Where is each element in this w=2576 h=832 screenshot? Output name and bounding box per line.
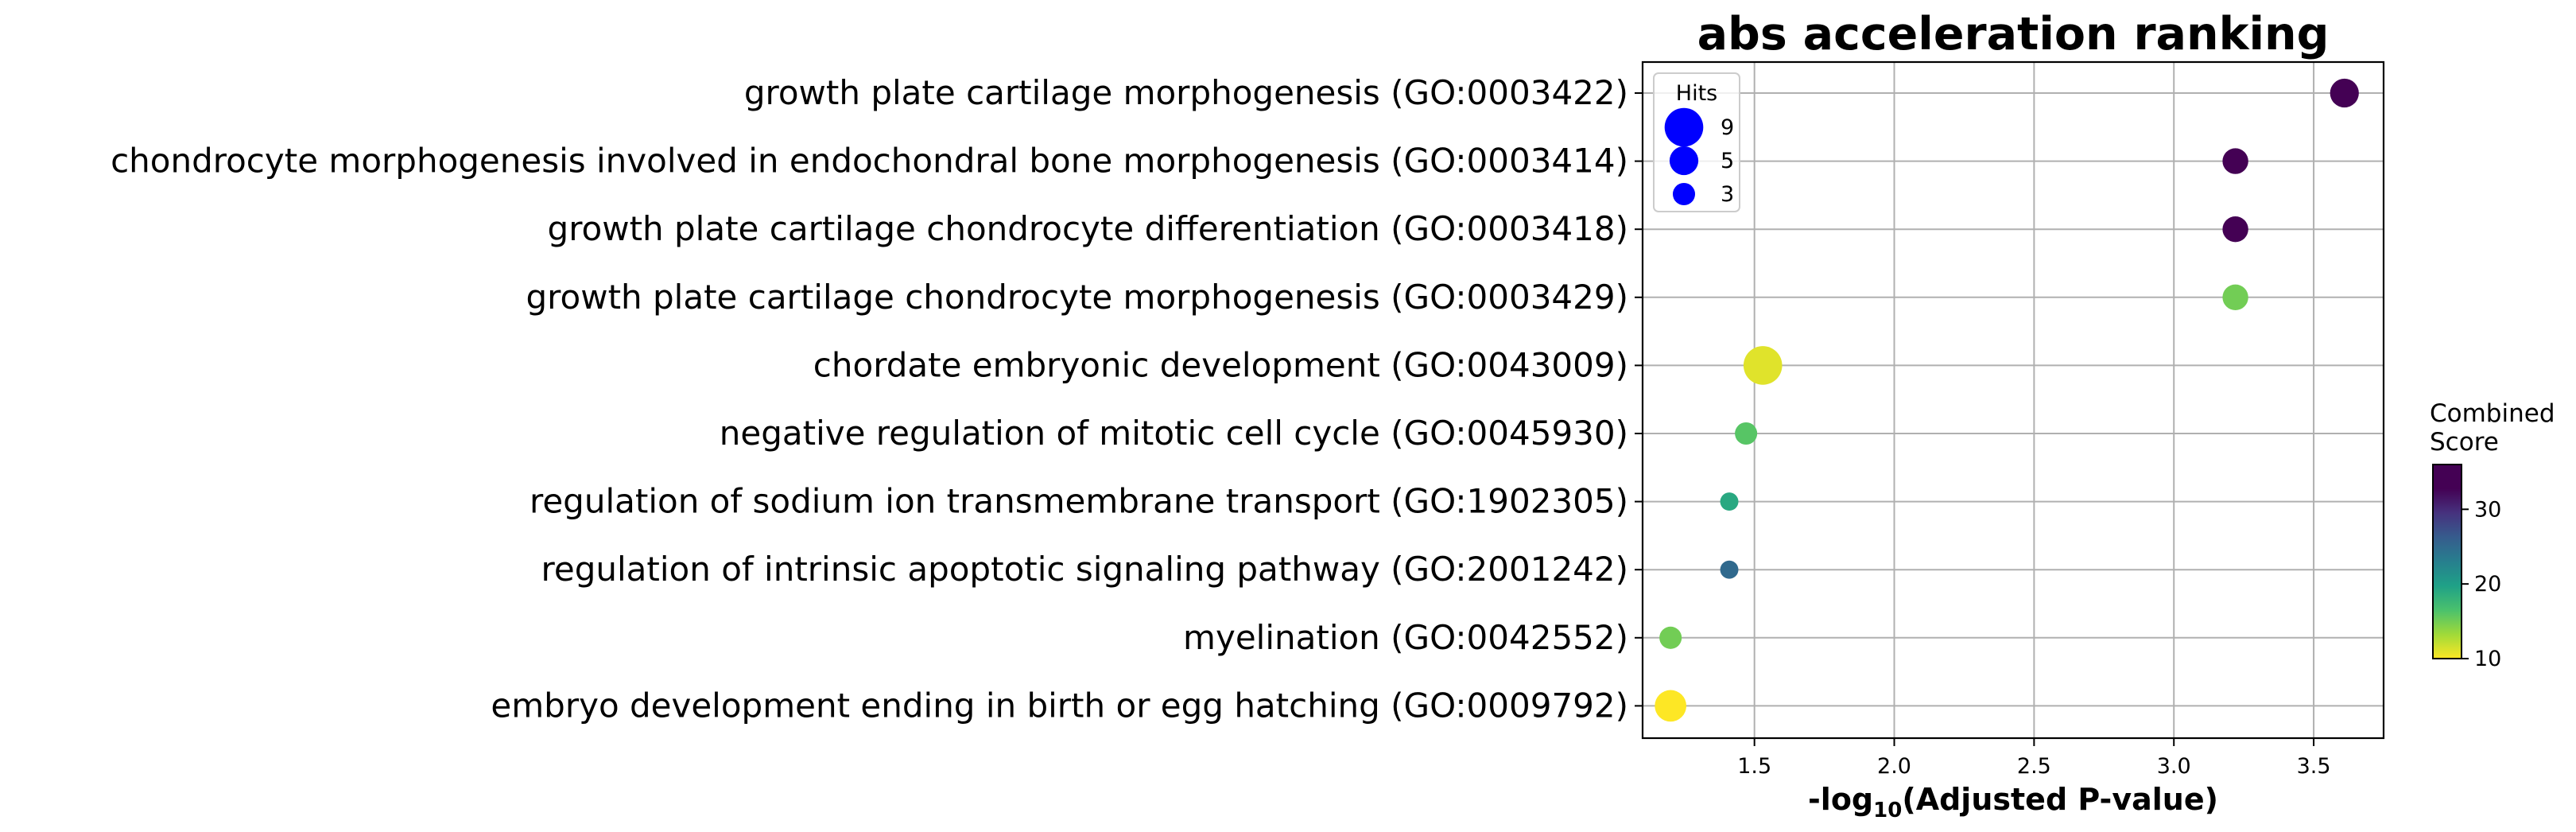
x-tick-label: 3.5 [2297, 754, 2331, 779]
x-tick-label: 1.5 [1737, 754, 1771, 779]
colorbar-tick-label: 10 [2474, 647, 2501, 671]
colorbar: Combined Score 10 20 30 [2430, 399, 2555, 671]
data-point [2330, 78, 2359, 108]
y-tick-label: growth plate cartilage chondrocyte diffe… [548, 209, 1628, 248]
legend-box [1653, 72, 1740, 212]
y-tick-label: regulation of sodium ion transmembrane t… [530, 482, 1628, 521]
y-tick-label: regulation of intrinsic apoptotic signal… [541, 550, 1628, 589]
grid-lines [1643, 62, 2384, 738]
y-tick-labels: growth plate cartilage morphogenesis (GO… [111, 73, 1643, 725]
colorbar-gradient [2432, 464, 2462, 659]
legend-marker [1672, 182, 1696, 206]
x-tick-label: 2.0 [1877, 754, 1911, 779]
y-tick-label: chondrocyte morphogenesis involved in en… [111, 142, 1628, 181]
data-point [1659, 626, 1682, 649]
legend-label: 9 [1721, 115, 1734, 140]
legend-marker [1664, 107, 1704, 147]
data-point [1735, 422, 1758, 445]
x-axis-label-subscript: 10 [1873, 799, 1902, 822]
x-axis-label-suffix: (Adjusted P-value) [1902, 782, 2218, 817]
y-tick-label: growth plate cartilage chondrocyte morph… [526, 278, 1628, 317]
x-axis-label: -log10(Adjusted P-value) [1808, 782, 2218, 822]
data-point [2222, 284, 2248, 310]
data-point [2222, 148, 2248, 174]
colorbar-ticks: 10 20 30 [2462, 497, 2501, 671]
plot-frame [1641, 60, 2385, 740]
y-tick-label: growth plate cartilage morphogenesis (GO… [744, 73, 1628, 112]
legend-label: 5 [1721, 149, 1734, 173]
colorbar-tick-label: 30 [2474, 497, 2501, 522]
y-tick-label: chordate embryonic development (GO:00430… [813, 345, 1628, 384]
chart-title: abs acceleration ranking [1697, 8, 2330, 60]
colorbar-title-line1: Combined [2430, 399, 2555, 428]
x-axis-label-prefix: -log [1808, 782, 1873, 817]
y-tick-label: embryo development ending in birth or eg… [491, 686, 1628, 725]
size-legend: Hits 9 5 3 [1653, 72, 1740, 212]
legend-title: Hits [1676, 81, 1717, 106]
y-tick-label: myelination (GO:0042552) [1183, 618, 1628, 657]
legend-entries: 9 5 3 [1664, 107, 1734, 207]
colorbar-title-line2: Score [2430, 428, 2499, 457]
data-point [1655, 690, 1687, 722]
data-point [2222, 216, 2248, 243]
data-point [1720, 560, 1739, 579]
data-points [1655, 78, 2359, 722]
data-point [1720, 492, 1739, 511]
data-point [1743, 346, 1783, 385]
x-ticks: 1.5 2.0 2.5 3.0 3.5 [1737, 738, 2331, 779]
x-tick-label: 3.0 [2157, 754, 2191, 779]
y-tick-label: negative regulation of mitotic cell cycl… [720, 414, 1628, 453]
legend-label: 3 [1721, 182, 1734, 207]
legend-marker [1669, 146, 1699, 176]
colorbar-tick-label: 20 [2474, 572, 2501, 597]
x-tick-label: 2.5 [2017, 754, 2051, 779]
